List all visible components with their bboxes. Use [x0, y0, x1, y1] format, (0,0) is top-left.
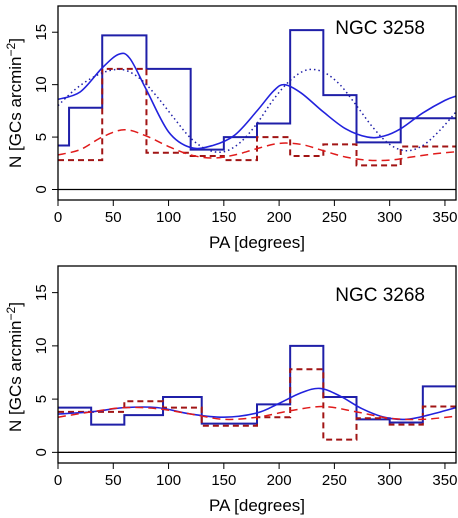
x-tick-label: 300	[377, 209, 402, 226]
panel-title: NGC 3258	[335, 18, 425, 39]
y-tick-label: 15	[33, 24, 50, 41]
x-axis-label: PA [degrees]	[209, 233, 305, 252]
fit-curve-dashed	[57, 128, 457, 162]
panel-1-ticks: 0 50 100 150 200 250 300 350 0 5 10 15	[33, 24, 457, 226]
x-tick-label: 200	[267, 209, 292, 226]
x-tick-label: 100	[156, 472, 181, 489]
fit-curve-solid	[57, 52, 457, 150]
y-axis-label-close: ]	[6, 38, 25, 43]
x-tick-label: 350	[432, 209, 457, 226]
panel-title: NGC 3268	[335, 285, 425, 306]
x-tick-label: 0	[54, 472, 62, 489]
y-tick-label: 0	[33, 448, 50, 456]
y-axis-label: N [GCs arcmin−2]	[4, 302, 25, 432]
y-tick-label: 0	[33, 185, 50, 193]
x-tick-label: 150	[211, 472, 236, 489]
plot-frame	[57, 265, 457, 464]
x-tick-label: 0	[54, 209, 62, 226]
x-tick-label: 150	[211, 209, 236, 226]
y-tick-label: 5	[33, 395, 50, 403]
y-tick-label: 5	[33, 133, 50, 141]
y-axis-label-sup: −2	[4, 306, 18, 320]
y-axis-label-main: N [GCs arcmin	[6, 56, 25, 167]
x-tick-label: 250	[322, 209, 347, 226]
panel-ngc3268: 0 50 100 150 200 250 300 350 0 5 10 15 NGC 3268 PA …	[4, 265, 457, 515]
x-axis-label: PA [degrees]	[209, 496, 305, 515]
histogram-solid	[58, 344, 456, 426]
y-axis-label-sup: −2	[4, 42, 18, 56]
panel-2-marks	[57, 344, 457, 454]
fit-curve-dotted	[57, 68, 457, 154]
x-tick-label: 100	[156, 209, 181, 226]
x-tick-label: 300	[377, 472, 402, 489]
x-tick-label: 50	[105, 209, 122, 226]
plot-frame	[57, 5, 457, 201]
y-axis-label-close: ]	[6, 302, 25, 307]
y-tick-label: 10	[33, 338, 50, 355]
x-tick-label: 350	[432, 472, 457, 489]
x-tick-label: 250	[322, 472, 347, 489]
x-tick-label: 50	[105, 472, 122, 489]
y-tick-label: 15	[33, 284, 50, 301]
histogram-dashed	[58, 67, 456, 167]
histogram-dashed	[58, 368, 456, 441]
panel-1-marks	[57, 29, 457, 191]
panel-ngc3258: 0 50 100 150 200 250 300 350 0 5 10 15 NGC 3258 PA …	[4, 5, 457, 252]
x-tick-label: 200	[267, 472, 292, 489]
y-axis-label: N [GCs arcmin−2]	[4, 38, 25, 168]
y-tick-label: 10	[33, 76, 50, 93]
fit-curve-dashed	[57, 405, 457, 421]
y-axis-label-main: N [GCs arcmin	[6, 320, 25, 431]
panel-2-ticks: 0 50 100 150 200 250 300 350 0 5 10 15	[33, 284, 457, 489]
